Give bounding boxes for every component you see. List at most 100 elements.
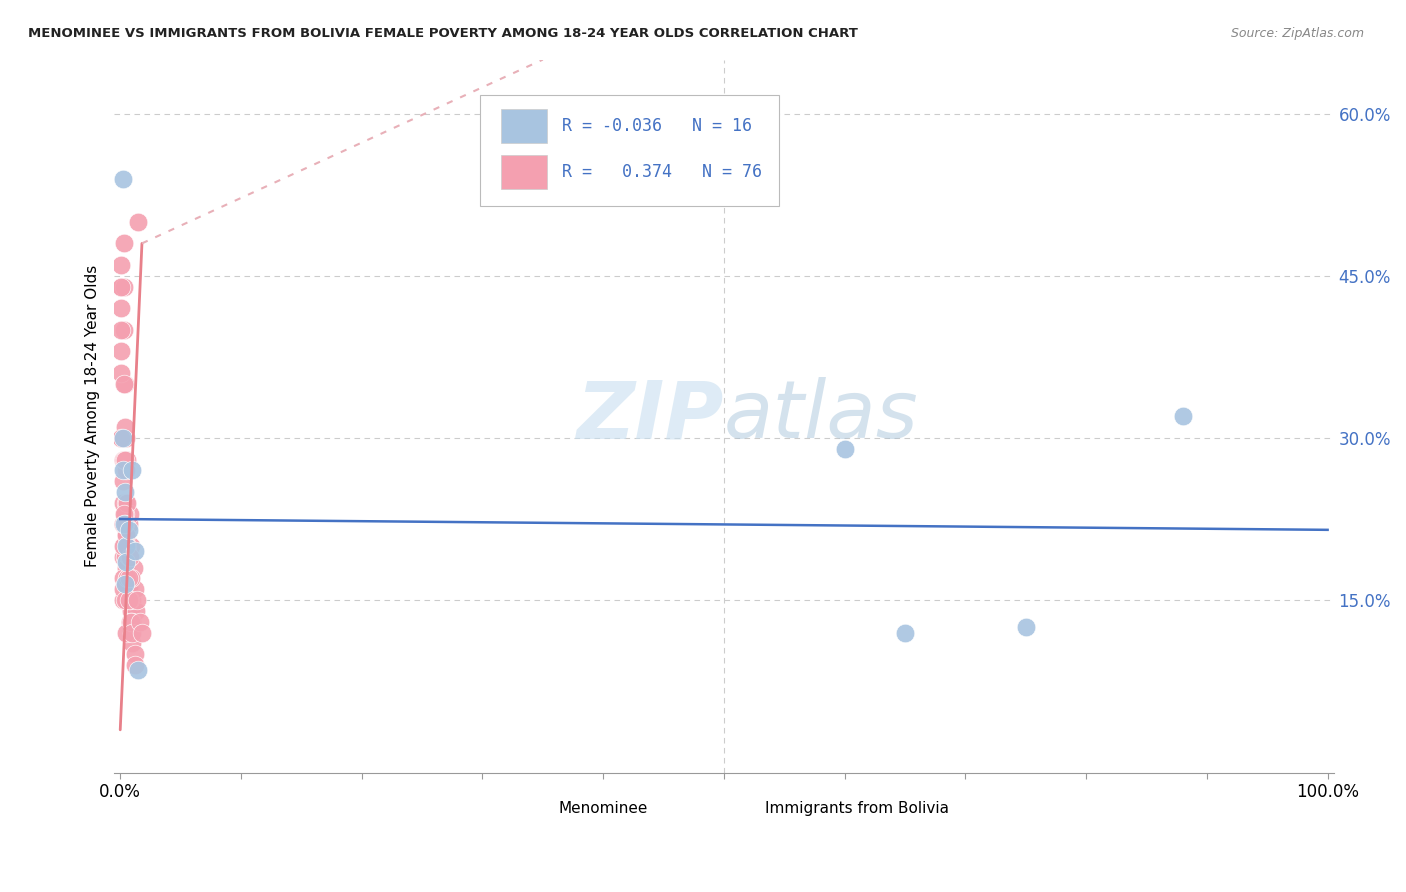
Point xyxy=(114,485,136,500)
Point xyxy=(120,539,142,553)
FancyBboxPatch shape xyxy=(724,799,751,817)
Text: MENOMINEE VS IMMIGRANTS FROM BOLIVIA FEMALE POVERTY AMONG 18-24 YEAR OLDS CORREL: MENOMINEE VS IMMIGRANTS FROM BOLIVIA FEM… xyxy=(28,27,858,40)
Point xyxy=(110,323,132,337)
Point xyxy=(111,539,134,553)
Point xyxy=(112,376,135,391)
Point xyxy=(118,572,141,586)
Point xyxy=(120,615,142,629)
Point xyxy=(118,523,141,537)
Point xyxy=(114,517,136,532)
Text: Menominee: Menominee xyxy=(558,801,647,816)
Point xyxy=(114,463,136,477)
Point xyxy=(112,452,135,467)
Point xyxy=(118,593,141,607)
Point xyxy=(118,593,141,607)
Point xyxy=(118,549,141,564)
Point xyxy=(111,517,134,532)
Point xyxy=(110,431,132,445)
Point xyxy=(110,301,132,316)
Point xyxy=(115,560,138,574)
Point xyxy=(110,344,132,359)
Point xyxy=(121,625,143,640)
Point xyxy=(125,604,148,618)
Point xyxy=(118,615,141,629)
Point xyxy=(111,496,134,510)
Point xyxy=(1015,620,1038,634)
Point xyxy=(110,258,132,272)
Point xyxy=(111,452,134,467)
Point xyxy=(114,376,136,391)
Point xyxy=(114,577,136,591)
Point xyxy=(124,647,146,661)
Point xyxy=(111,593,134,607)
Point xyxy=(117,539,139,553)
Point xyxy=(121,636,143,650)
Point xyxy=(894,625,917,640)
Point xyxy=(111,431,134,445)
FancyBboxPatch shape xyxy=(516,799,544,817)
Point xyxy=(112,323,135,337)
Point xyxy=(115,431,138,445)
Point xyxy=(110,431,132,445)
Point xyxy=(114,420,136,434)
Point xyxy=(121,463,143,477)
Point xyxy=(111,463,134,477)
Text: Source: ZipAtlas.com: Source: ZipAtlas.com xyxy=(1230,27,1364,40)
Point xyxy=(112,517,135,532)
Point xyxy=(114,507,136,521)
Point xyxy=(117,452,139,467)
Point xyxy=(118,549,141,564)
Point xyxy=(121,593,143,607)
Point xyxy=(112,517,135,532)
Point xyxy=(114,452,136,467)
Point xyxy=(117,496,139,510)
FancyBboxPatch shape xyxy=(479,95,779,206)
Point xyxy=(127,664,149,678)
Point xyxy=(122,560,145,574)
Point xyxy=(111,572,134,586)
Point xyxy=(114,593,136,607)
Point xyxy=(112,236,135,251)
Point xyxy=(115,555,138,569)
Point xyxy=(112,539,135,553)
Text: ZIP: ZIP xyxy=(576,377,724,455)
Point xyxy=(131,625,153,640)
Point xyxy=(127,215,149,229)
Point xyxy=(110,366,132,380)
Point xyxy=(115,539,138,553)
Point xyxy=(112,507,135,521)
Point xyxy=(124,582,146,597)
Point xyxy=(111,549,134,564)
FancyBboxPatch shape xyxy=(501,155,547,189)
Point xyxy=(115,593,138,607)
Point xyxy=(110,279,132,293)
Point xyxy=(114,549,136,564)
Point xyxy=(111,582,134,597)
Text: atlas: atlas xyxy=(724,377,918,455)
Point xyxy=(110,279,132,293)
Point xyxy=(111,517,134,532)
Point xyxy=(124,657,146,672)
Point xyxy=(115,463,138,477)
Point xyxy=(118,582,141,597)
Point xyxy=(117,572,139,586)
Point xyxy=(118,549,141,564)
Point xyxy=(117,572,139,586)
Text: Immigrants from Bolivia: Immigrants from Bolivia xyxy=(765,801,949,816)
Text: R = -0.036   N = 16: R = -0.036 N = 16 xyxy=(562,117,752,135)
Point xyxy=(111,474,134,488)
Point xyxy=(120,572,142,586)
Point xyxy=(115,496,138,510)
Point xyxy=(115,528,138,542)
Point xyxy=(111,171,134,186)
Point xyxy=(117,539,139,553)
Point xyxy=(121,615,143,629)
Point xyxy=(1171,409,1194,424)
Point xyxy=(834,442,856,456)
Text: R =   0.374   N = 76: R = 0.374 N = 76 xyxy=(562,163,762,181)
Point xyxy=(112,279,135,293)
Y-axis label: Female Poverty Among 18-24 Year Olds: Female Poverty Among 18-24 Year Olds xyxy=(86,265,100,567)
Point xyxy=(128,615,150,629)
Point xyxy=(115,528,138,542)
Point xyxy=(127,593,149,607)
